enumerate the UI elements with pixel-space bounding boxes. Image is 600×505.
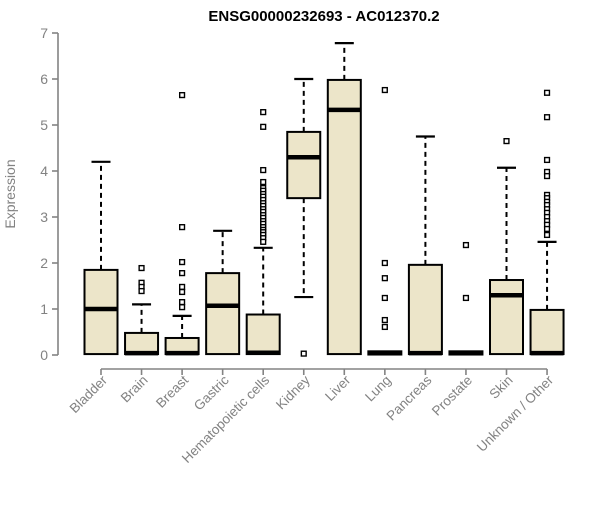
- box-group: [245, 109, 281, 356]
- boxplot-box: [489, 279, 524, 356]
- outlier-point: [462, 241, 470, 249]
- outlier-point: [138, 264, 145, 272]
- box-group: [164, 91, 200, 356]
- box-group: [489, 137, 524, 356]
- boxplot-box: [245, 313, 281, 356]
- outlier-point: [381, 86, 388, 94]
- box-group: [326, 42, 362, 356]
- x-tick-label: Skin: [486, 373, 515, 402]
- outlier-point: [381, 259, 388, 267]
- boxplot-box: [529, 308, 565, 356]
- boxplot-box: [83, 268, 119, 356]
- box-group: [448, 241, 484, 356]
- outlier-point: [260, 123, 267, 130]
- outlier-point: [381, 275, 388, 282]
- boxplot-box: [407, 263, 443, 356]
- outlier-point: [543, 231, 551, 239]
- box-group: [124, 264, 160, 356]
- plot-area: [83, 42, 565, 357]
- outlier-point: [543, 114, 551, 121]
- outlier-point: [381, 323, 388, 331]
- outlier-point: [178, 299, 186, 306]
- outlier-point: [178, 258, 186, 266]
- outlier-point: [178, 224, 186, 231]
- outlier-point: [260, 178, 267, 186]
- x-tick-label: Bladder: [67, 372, 111, 416]
- y-tick-label: 4: [40, 163, 48, 179]
- outlier-point: [381, 294, 388, 302]
- boxplot-box: [124, 331, 160, 356]
- outlier-point: [138, 287, 145, 295]
- outlier-point: [300, 350, 307, 357]
- y-axis-title: Expression: [2, 159, 18, 228]
- chart-title: ENSG00000232693 - AC012370.2: [208, 8, 439, 25]
- boxplot-box: [286, 130, 322, 200]
- box-group: [286, 77, 322, 357]
- outlier-point: [260, 166, 267, 174]
- x-tick-label: Pancreas: [384, 372, 435, 423]
- x-tick-label: Lung: [362, 373, 394, 405]
- x-tick-label: Unknown / Other: [474, 372, 557, 455]
- outlier-point: [543, 225, 551, 233]
- y-tick-label: 1: [40, 301, 48, 317]
- box-group: [367, 86, 403, 356]
- boxplot-box: [205, 272, 241, 356]
- outlier-point: [260, 109, 267, 116]
- outlier-point: [260, 238, 267, 245]
- outlier-point: [178, 283, 186, 291]
- x-tick-label: Breast: [153, 372, 191, 410]
- x-tick-label: Brain: [118, 373, 151, 406]
- y-tick-label: 0: [40, 347, 48, 363]
- box-group: [407, 135, 443, 356]
- outlier-point: [462, 294, 470, 302]
- y-tick-label: 3: [40, 209, 48, 225]
- box-group: [205, 229, 241, 356]
- y-tick-label: 6: [40, 71, 48, 87]
- y-tick-label: 5: [40, 117, 48, 133]
- outlier-point: [178, 91, 186, 99]
- y-tick-label: 7: [40, 25, 48, 41]
- x-tick-label: Kidney: [273, 372, 313, 412]
- box-group: [83, 160, 119, 356]
- outlier-point: [178, 304, 186, 311]
- outlier-point: [178, 270, 186, 277]
- x-tick-label: Liver: [322, 372, 354, 404]
- outlier-point: [543, 89, 551, 96]
- boxplot-box: [326, 78, 362, 356]
- outlier-point: [543, 172, 551, 180]
- outlier-point: [178, 288, 186, 296]
- x-tick-label: Prostate: [429, 373, 475, 419]
- outlier-point: [381, 316, 388, 324]
- box-group: [529, 89, 565, 356]
- y-tick-label: 2: [40, 255, 48, 271]
- outlier-point: [503, 137, 510, 145]
- outlier-point: [543, 156, 551, 164]
